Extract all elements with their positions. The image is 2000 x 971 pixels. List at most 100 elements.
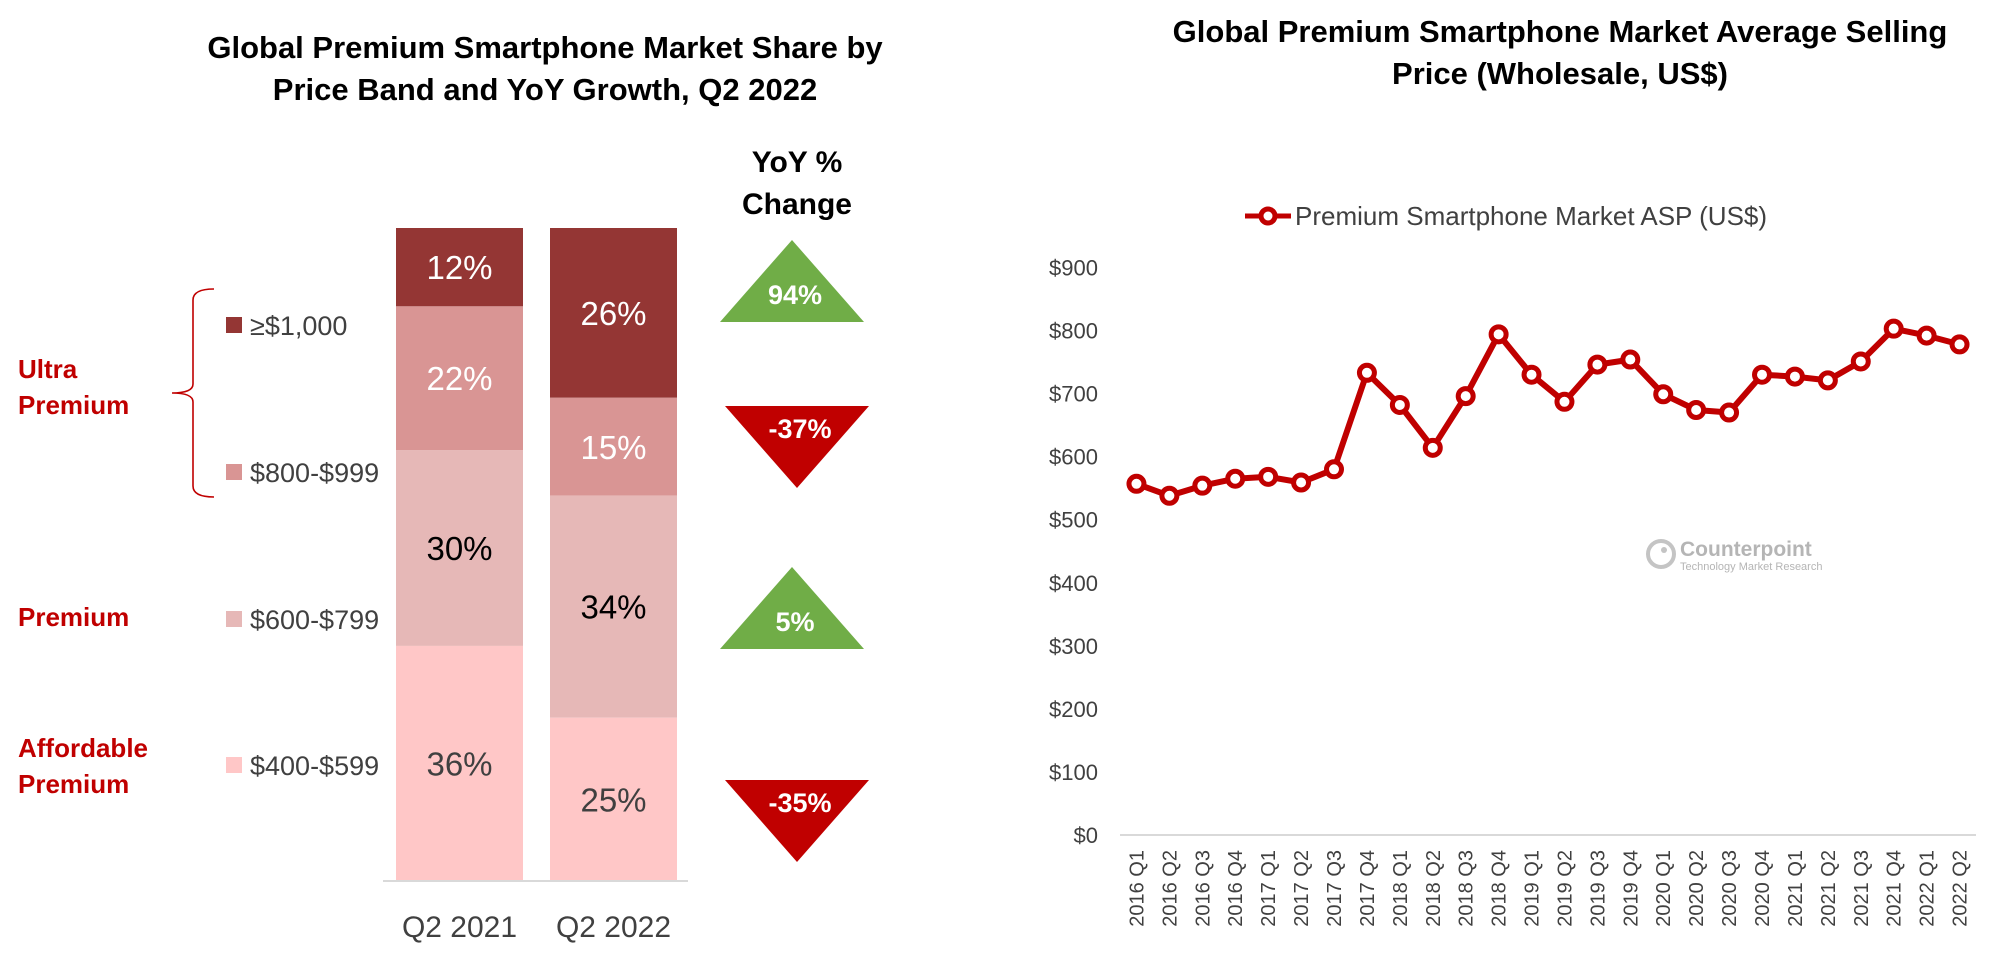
bar-label-600-799-q2-2021: 30%: [426, 530, 492, 567]
data-point-2020-q4: [1755, 367, 1770, 382]
x-tick-label: 2016 Q1: [1126, 850, 1148, 927]
share-category-labels: Q2 2021 Q2 2022: [402, 911, 671, 944]
group-label-affordable-line-2: Premium: [18, 769, 129, 799]
x-tick-label: 2021 Q1: [1785, 850, 1807, 927]
bar-label-800-999-q2-2022: 15%: [580, 429, 646, 466]
y-tick-label: $400: [1049, 571, 1098, 596]
data-point-2016-q3: [1195, 478, 1210, 493]
x-tick-label: 2018 Q3: [1456, 850, 1478, 927]
x-tick-label: 2017 Q1: [1258, 850, 1280, 927]
x-tick-label: 2019 Q4: [1620, 850, 1642, 927]
asp-y-axis: $0$100$200$300$400$500$600$700$800$900: [1049, 256, 1098, 849]
legend-label-400-599: $400-$599: [250, 751, 379, 781]
data-point-2016-q4: [1228, 471, 1243, 486]
data-point-2022-q2: [1952, 337, 1967, 352]
category-label-q2-2022: Q2 2022: [556, 911, 671, 944]
asp-chart-title-line-2: Price (Wholesale, US$): [1392, 56, 1728, 91]
data-point-2017-q1: [1261, 469, 1276, 484]
x-tick-label: 2020 Q3: [1719, 850, 1741, 927]
x-tick-label: 2016 Q3: [1192, 850, 1214, 927]
share-bars: 12%22%30%36%26%15%34%25%: [396, 228, 677, 881]
data-point-2017-q4: [1359, 365, 1374, 380]
yoy-header-line-1: YoY %: [752, 146, 843, 179]
x-tick-label: 2020 Q4: [1752, 850, 1774, 927]
bar-label-800-999-q2-2021: 22%: [426, 360, 492, 397]
bar-stack-q2-2021: 12% 22% 30% 36%: [396, 228, 523, 881]
data-point-2019-q2: [1557, 394, 1572, 409]
asp-chart-title-line-1: Global Premium Smartphone Market Average…: [1173, 14, 1948, 49]
x-tick-label: 2022 Q2: [1950, 850, 1972, 927]
data-point-2017-q2: [1294, 475, 1309, 490]
data-point-2022-q1: [1919, 328, 1934, 343]
asp-series-line: [1137, 329, 1960, 496]
yoy-label-600-799: 5%: [775, 607, 814, 637]
legend-swatch-800-999: [226, 464, 242, 480]
data-point-2020-q2: [1689, 403, 1704, 418]
x-tick-label: 2021 Q3: [1851, 850, 1873, 927]
data-point-2018-q3: [1458, 389, 1473, 404]
ultra-premium-brace: [172, 289, 214, 497]
bar-label-400-599-q2-2021: 36%: [426, 745, 492, 782]
y-tick-label: $500: [1049, 508, 1098, 533]
x-tick-label: 2021 Q2: [1818, 850, 1840, 927]
yoy-label-800-999: -37%: [768, 414, 831, 444]
x-tick-label: 2018 Q2: [1423, 850, 1445, 927]
y-tick-label: $800: [1049, 319, 1098, 344]
x-tick-label: 2020 Q1: [1653, 850, 1675, 927]
legend-swatch-400-599: [226, 757, 242, 773]
legend-label-1-000: ≥$1,000: [250, 311, 347, 341]
group-label-ultra-line-1: Ultra: [18, 354, 78, 384]
y-tick-label: $200: [1049, 697, 1098, 722]
x-tick-label: 2022 Q1: [1917, 850, 1939, 927]
y-tick-label: $900: [1049, 256, 1098, 281]
data-point-2018-q2: [1425, 440, 1440, 455]
counterpoint-watermark: Counterpoint Technology Market Research: [1648, 538, 1822, 573]
group-label-premium: Premium: [18, 602, 129, 632]
data-point-2020-q1: [1656, 387, 1671, 402]
figure-canvas: Global Premium Smartphone Market Share b…: [0, 0, 2000, 971]
asp-legend-label: Premium Smartphone Market ASP (US$): [1295, 201, 1767, 231]
y-tick-label: $300: [1049, 634, 1098, 659]
data-point-2018-q1: [1392, 397, 1407, 412]
group-label-ultra-line-2: Premium: [18, 390, 129, 420]
watermark-tagline: Technology Market Research: [1680, 561, 1822, 573]
x-tick-label: 2020 Q2: [1686, 850, 1708, 927]
x-tick-label: 2016 Q4: [1225, 850, 1247, 927]
asp-x-tick-labels: 2016 Q1 2016 Q2 2016 Q3 2016 Q4 2017 Q1 2017 …: [1126, 850, 1971, 927]
data-point-2018-q4: [1491, 327, 1506, 342]
x-tick-label: 2019 Q1: [1522, 850, 1544, 927]
yoy-label-400-599: -35%: [768, 788, 831, 818]
x-tick-label: 2016 Q2: [1159, 850, 1181, 927]
data-point-2017-q3: [1327, 462, 1342, 477]
group-label-affordable-line-1: Affordable: [18, 733, 148, 763]
data-point-2019-q3: [1590, 357, 1605, 372]
yoy-header-line-2: Change: [742, 188, 852, 221]
y-tick-label: $0: [1074, 823, 1098, 848]
category-label-q2-2021: Q2 2021: [402, 911, 517, 944]
data-point-2019-q4: [1623, 352, 1638, 367]
counterpoint-logo-dot: [1661, 547, 1667, 553]
data-point-2021-q3: [1853, 354, 1868, 369]
bar-stack-q2-2022: 26%15%34%25%: [550, 228, 677, 881]
bar-label-1-000-q2-2022: 26%: [580, 295, 646, 332]
legend-swatch-600-799: [226, 611, 242, 627]
share-chart-title-line-2: Price Band and YoY Growth, Q2 2022: [273, 72, 817, 107]
share-chart-title-line-1: Global Premium Smartphone Market Share b…: [207, 30, 883, 65]
data-point-2021-q1: [1787, 369, 1802, 384]
y-tick-label: $100: [1049, 760, 1098, 785]
asp-legend: Premium Smartphone Market ASP (US$): [1245, 201, 1767, 231]
bar-label-1-000-q2-2021: 12%: [426, 249, 492, 286]
counterpoint-logo-icon: [1648, 541, 1674, 567]
yoy-label-1-000: 94%: [768, 280, 822, 310]
x-tick-label: 2021 Q4: [1884, 850, 1906, 927]
legend-marker-icon: [1261, 209, 1275, 223]
data-point-2020-q3: [1722, 405, 1737, 420]
x-tick-label: 2018 Q1: [1390, 850, 1412, 927]
y-tick-label: $600: [1049, 445, 1098, 470]
share-chart: Global Premium Smartphone Market Share b…: [18, 30, 883, 944]
data-point-2019-q1: [1524, 367, 1539, 382]
asp-chart: Global Premium Smartphone Market Average…: [1049, 14, 1976, 927]
legend-label-600-799: $600-$799: [250, 605, 379, 635]
bar-label-600-799-q2-2022: 34%: [580, 589, 646, 626]
x-tick-label: 2017 Q4: [1357, 850, 1379, 927]
